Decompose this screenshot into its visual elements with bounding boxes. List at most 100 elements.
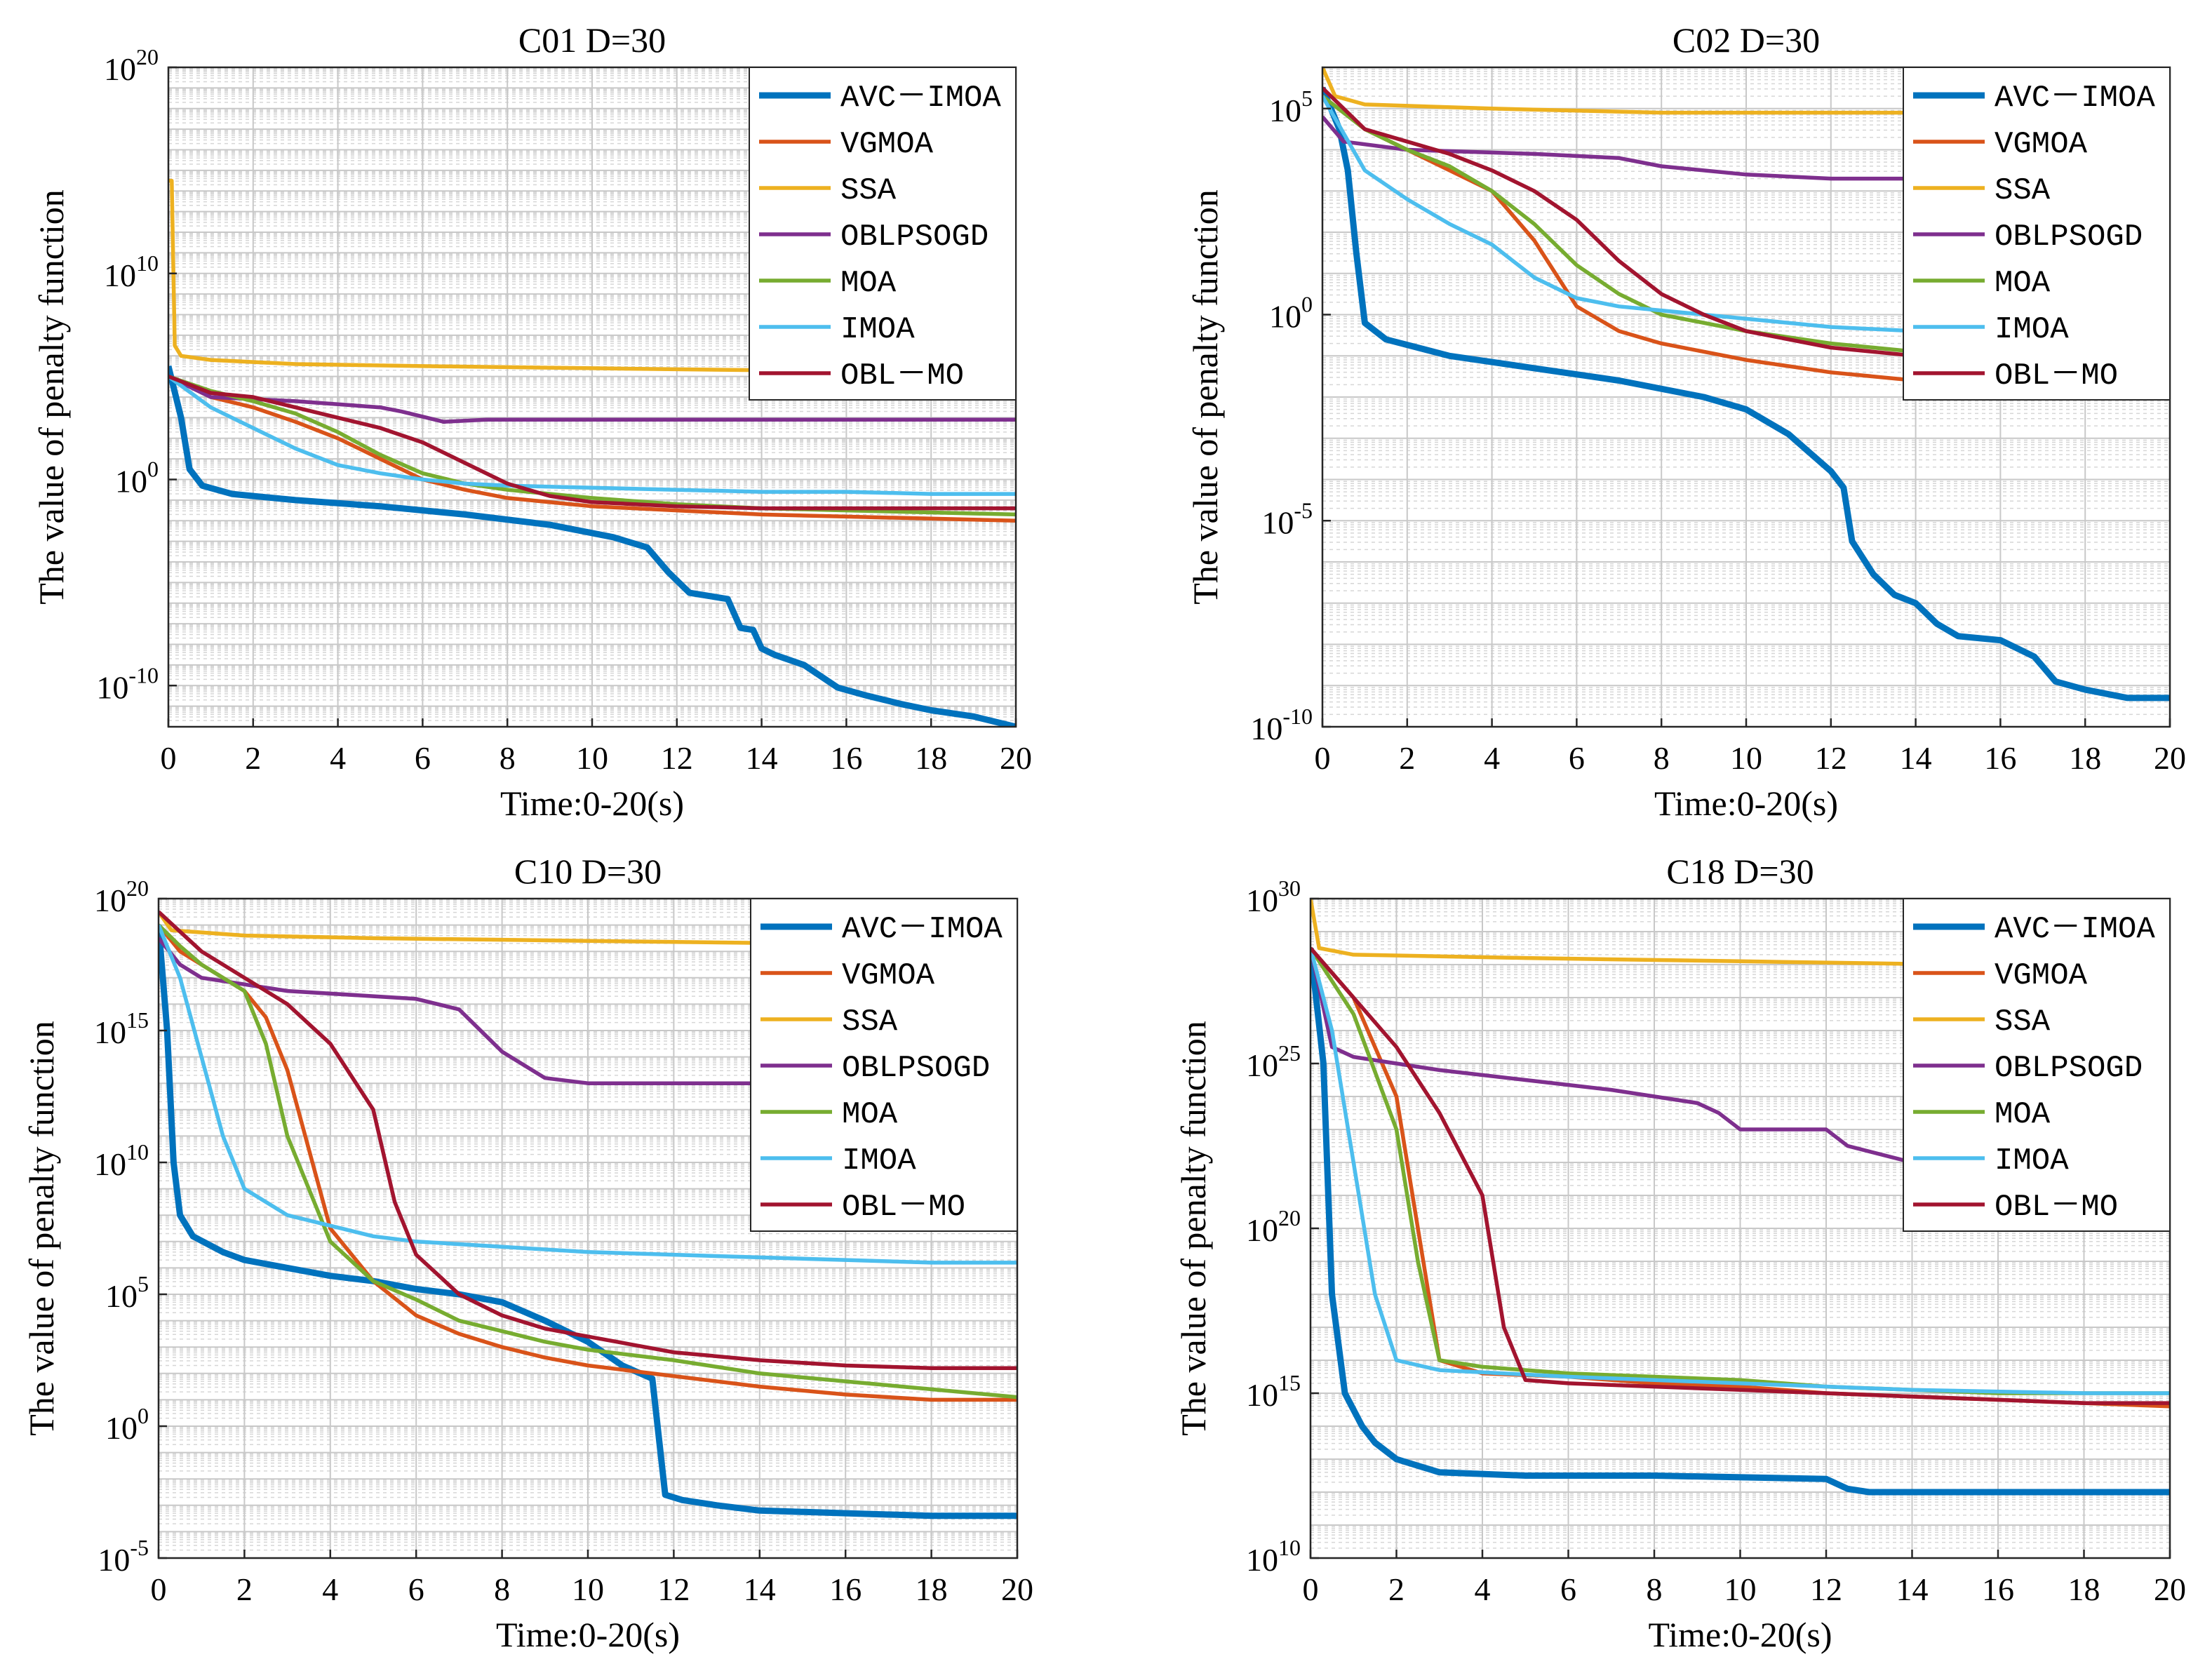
y-tick-base: 10 xyxy=(105,1278,138,1314)
y-tick-label: 10-5 xyxy=(1261,497,1313,540)
y-tick-label: 10-10 xyxy=(96,662,159,705)
legend-label-3: SSA xyxy=(840,173,897,208)
y-tick-base: 10 xyxy=(96,669,128,705)
legend-label-5: MOA xyxy=(1995,1097,2051,1132)
y-tick-exponent: -5 xyxy=(1294,497,1313,523)
y-tick-exponent: -5 xyxy=(130,1535,149,1560)
x-axis-label: Time:0-20(s) xyxy=(1648,1615,1832,1654)
y-tick-exponent: 0 xyxy=(1301,292,1313,317)
legend-label-7: OBL－MO xyxy=(1995,358,2118,394)
series-line-7 xyxy=(159,910,1017,1371)
y-tick-label: 1010 xyxy=(1246,1535,1301,1578)
x-axis-label: Time:0-20(s) xyxy=(500,784,684,823)
series-line-7 xyxy=(168,375,1016,511)
legend-label-5: MOA xyxy=(840,266,897,301)
y-tick-base: 10 xyxy=(94,1014,126,1050)
y-tick-exponent: 5 xyxy=(1301,86,1313,111)
legend-label-7: OBL－MO xyxy=(1995,1190,2118,1225)
y-tick-exponent: 25 xyxy=(1278,1040,1301,1066)
legend-label-6: IMOA xyxy=(1995,1143,2069,1179)
legend-label-4: OBLPSOGD xyxy=(842,1051,990,1086)
series-line-6 xyxy=(1311,947,2170,1395)
y-tick-exponent: 10 xyxy=(126,1139,149,1165)
y-tick-label: 1020 xyxy=(104,44,159,87)
y-tick-base: 10 xyxy=(1246,1047,1278,1083)
y-tick-base: 10 xyxy=(94,1146,126,1182)
y-tick-label: 1015 xyxy=(94,1007,149,1050)
x-tick-label: 18 xyxy=(2069,740,2101,776)
y-tick-label: 105 xyxy=(105,1271,149,1314)
y-tick-label: 100 xyxy=(115,457,159,499)
legend-label-1: AVC－IMOA xyxy=(1995,912,2155,947)
y-tick-label: 1015 xyxy=(1246,1370,1301,1413)
x-tick-label: 2 xyxy=(245,740,261,776)
x-tick-label: 10 xyxy=(1724,1571,1757,1607)
x-tick-label: 14 xyxy=(1900,740,1932,776)
y-tick-base: 10 xyxy=(104,51,136,87)
y-tick-exponent: -10 xyxy=(1282,704,1313,729)
x-tick-label: 8 xyxy=(500,740,516,776)
x-tick-label: 6 xyxy=(415,740,431,776)
y-tick-exponent: 15 xyxy=(126,1007,149,1033)
y-tick-base: 10 xyxy=(1246,883,1278,918)
legend-label-6: IMOA xyxy=(842,1143,916,1179)
legend-label-6: IMOA xyxy=(840,312,915,347)
chart-title: C18 D=30 xyxy=(1666,852,1814,891)
series-line-2 xyxy=(168,375,1016,523)
x-tick-label: 0 xyxy=(1303,1571,1319,1607)
x-tick-label: 20 xyxy=(1001,1571,1033,1607)
y-tick-label: 1020 xyxy=(94,875,149,918)
y-tick-label: 100 xyxy=(1269,292,1313,335)
x-tick-label: 12 xyxy=(1815,740,1847,776)
y-tick-base: 10 xyxy=(104,257,136,293)
legend-label-4: OBLPSOGD xyxy=(840,220,988,255)
x-tick-label: 0 xyxy=(161,740,177,776)
y-tick-exponent: 20 xyxy=(126,875,149,901)
chart-title: C01 D=30 xyxy=(518,20,666,60)
x-tick-label: 18 xyxy=(915,740,947,776)
y-tick-base: 10 xyxy=(1246,1542,1278,1578)
x-tick-label: 8 xyxy=(1654,740,1670,776)
y-tick-exponent: 15 xyxy=(1278,1370,1301,1395)
x-tick-label: 4 xyxy=(1475,1571,1491,1607)
y-tick-label: 1010 xyxy=(104,250,159,293)
y-tick-base: 10 xyxy=(1246,1377,1278,1413)
y-tick-label: 10-5 xyxy=(98,1535,149,1578)
x-tick-label: 14 xyxy=(1896,1571,1929,1607)
y-tick-base: 10 xyxy=(1246,1212,1278,1248)
chart-title: C10 D=30 xyxy=(514,852,662,891)
legend: AVC－IMOA VGMOA SSA OBLPSOGD MOA IMOA OBL－MO xyxy=(1903,898,2171,1232)
legend-label-3: SSA xyxy=(842,1005,898,1040)
y-tick-base: 10 xyxy=(105,1410,138,1446)
y-tick-exponent: 0 xyxy=(138,1403,149,1428)
series-line-7 xyxy=(1311,946,2170,1405)
y-axis-label: The value of penalty function xyxy=(1186,189,1225,604)
legend-label-4: OBLPSOGD xyxy=(1995,220,2143,255)
series-line-1 xyxy=(1311,947,2170,1496)
x-tick-label: 20 xyxy=(2154,1571,2186,1607)
y-tick-base: 10 xyxy=(94,883,126,918)
y-tick-exponent: 30 xyxy=(1278,875,1301,901)
y-tick-exponent: 10 xyxy=(1278,1535,1301,1560)
x-tick-label: 6 xyxy=(1560,1571,1576,1607)
x-axis-label: Time:0-20(s) xyxy=(1654,784,1838,823)
legend-label-1: AVC－IMOA xyxy=(1995,81,2155,116)
y-tick-base: 10 xyxy=(1269,299,1301,335)
y-tick-exponent: 5 xyxy=(138,1271,149,1296)
series-line-1 xyxy=(168,365,1016,727)
y-tick-base: 10 xyxy=(1250,711,1282,746)
x-tick-label: 16 xyxy=(829,1571,862,1607)
x-tick-label: 12 xyxy=(661,740,693,776)
y-tick-base: 10 xyxy=(1269,93,1301,128)
legend-label-6: IMOA xyxy=(1995,312,2069,347)
x-tick-label: 20 xyxy=(1000,740,1032,776)
x-tick-label: 18 xyxy=(2068,1571,2100,1607)
x-tick-label: 8 xyxy=(1647,1571,1663,1607)
y-tick-label: 1020 xyxy=(1246,1205,1301,1248)
legend-label-3: SSA xyxy=(1995,173,2051,208)
x-tick-label: 2 xyxy=(1399,740,1415,776)
y-tick-label: 100 xyxy=(105,1403,149,1446)
y-tick-label: 1030 xyxy=(1246,875,1301,918)
